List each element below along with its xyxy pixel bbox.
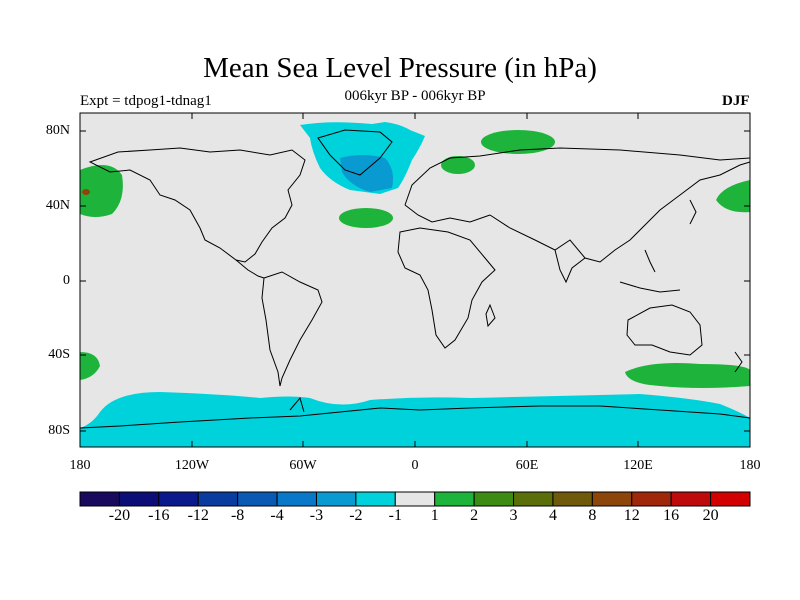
anomaly-fields [80,122,750,447]
colorbar-swatch [237,491,278,507]
colorbar-swatch [591,491,633,507]
lon-label-120w: 120W [174,458,210,473]
colorbar-label: 3 [509,507,518,524]
colorbar-swatch [158,491,199,507]
colorbar-swatch [355,491,396,507]
lon-label-60e: 60E [515,458,539,473]
positive-region-arctic [481,130,555,154]
colorbar-label: -16 [148,507,170,524]
lat-label-80n: 80N [45,123,70,138]
colorbar-swatch [197,491,239,507]
season-label: DJF [722,93,750,109]
colorbar-swatch [276,491,317,507]
lon-label-120e: 120E [623,458,653,473]
chart-title: Mean Sea Level Pressure (in hPa) [203,52,597,84]
positive-region-north-atlantic [339,208,393,228]
positive-region-nw-pacific [716,180,750,213]
colorbar-swatch [79,491,120,507]
colorbar-label: 4 [548,507,557,524]
colorbar-label: -3 [309,507,324,524]
colorbar-swatch [118,491,160,507]
colorbar-swatch [552,491,593,507]
lon-label-0: 0 [411,458,419,473]
colorbar-swatch [473,491,515,507]
lat-label-40s: 40S [48,347,70,362]
positive-region-south-pacific [80,352,100,380]
colorbar-swatch [315,491,357,507]
colorbar-swatch [434,491,475,507]
chart-subtitle: 006kyr BP - 006kyr BP [344,88,486,104]
colorbar [79,491,751,507]
colorbar-label: -2 [349,507,363,524]
colorbar-label: 12 [623,507,640,524]
positive-region-ne-pacific [80,165,123,217]
colorbar-label: 16 [663,507,680,524]
experiment-label: Expt = tdpog1-tdnag1 [80,93,212,109]
lon-label-60w: 60W [289,458,317,473]
colorbar-swatch [631,491,672,507]
colorbar-label: 2 [470,507,479,524]
lon-label-180-left: 180 [69,458,91,473]
map-background [80,113,750,447]
lat-label-80s: 80S [48,423,70,438]
lon-label-180-right: 180 [739,458,761,473]
colorbar-label: -20 [108,507,131,524]
positive-region-russia [441,156,475,174]
negative-region-antarctic [80,392,750,447]
colorbar-label: 20 [702,507,719,524]
colorbar-label: -4 [270,507,284,524]
colorbar-swatch [670,491,712,507]
coastlines [79,129,751,429]
colorbar-swatch [710,491,751,507]
colorbar-swatch [513,491,554,507]
colorbar-label: -8 [230,507,245,524]
colorbar-swatch [394,491,436,507]
colorbar-label: -1 [388,507,402,524]
colorbar-label: -12 [187,507,209,524]
map-ticks [80,113,750,447]
strong-negative-region-north-atlantic [340,155,394,192]
lat-label-0: 0 [63,273,70,288]
positive-region-southern-indian [625,363,750,388]
lat-label-40n: 40N [45,198,70,213]
colorbar-label: 1 [430,507,439,524]
brown-spot [82,189,90,195]
colorbar-label: 8 [588,507,597,524]
